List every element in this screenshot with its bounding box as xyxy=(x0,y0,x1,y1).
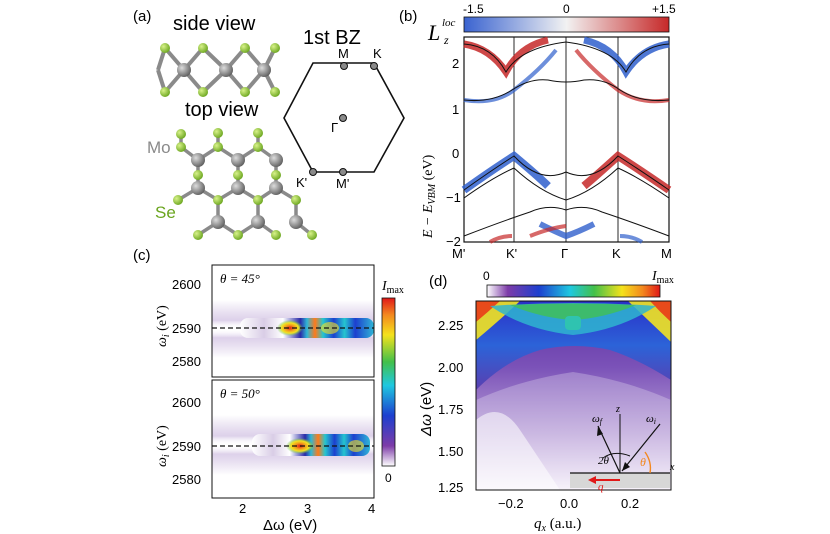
inset-omega-i: ωi xyxy=(646,413,656,426)
svg-text:−2: −2 xyxy=(446,234,461,249)
svg-text:K': K' xyxy=(506,246,517,261)
svg-text:−0.2: −0.2 xyxy=(498,496,524,511)
panel-a-label: (a) xyxy=(133,8,151,25)
svg-text:2.00: 2.00 xyxy=(438,360,463,375)
map-c-ylabel-top: ωi (eV) xyxy=(155,305,172,347)
map-50 xyxy=(211,379,375,499)
band-y-ticks: 2 1 0 −1 −2 xyxy=(446,56,461,249)
band-plot xyxy=(461,36,672,244)
inset-theta: θ xyxy=(640,455,646,469)
svg-text:1.50: 1.50 xyxy=(438,444,463,459)
scattering-inset xyxy=(570,414,670,488)
bz-label-m: M xyxy=(338,46,349,61)
inset-z-axis: z xyxy=(615,404,620,415)
lz-sup: loc xyxy=(442,17,456,29)
mo-label: Mo xyxy=(147,138,171,157)
inset-q: q xyxy=(598,481,604,493)
theta-45-label: θ = 45° xyxy=(220,271,260,286)
panel-b-label: (b) xyxy=(399,8,417,25)
se-label: Se xyxy=(155,203,176,222)
map-d-ylabel: Δω (eV) xyxy=(418,382,435,437)
svg-text:2600: 2600 xyxy=(172,395,201,410)
side-view-title: side view xyxy=(173,13,256,35)
map-c-colorbar-min: 0 xyxy=(385,471,392,485)
map-d-colorbar-max: Imax xyxy=(651,269,674,286)
svg-text:0: 0 xyxy=(452,146,459,161)
map-d-colorbar xyxy=(486,284,661,298)
map-c-colorbar-max: Imax xyxy=(381,279,404,296)
svg-text:M: M xyxy=(661,246,672,261)
map-c-xlabel: Δω (eV) xyxy=(263,517,317,534)
map-d-colorbar-min: 0 xyxy=(483,269,490,283)
svg-text:1: 1 xyxy=(452,102,459,117)
map-d-x-ticks: −0.2 0.0 0.2 xyxy=(498,496,639,511)
map-c-x-ticks: 2 3 4 xyxy=(239,501,375,516)
top-view-atoms xyxy=(173,128,317,240)
svg-text:−1: −1 xyxy=(446,190,461,205)
svg-text:Γ: Γ xyxy=(561,246,568,261)
bz-label-kprime: K' xyxy=(296,175,307,190)
svg-text:1.25: 1.25 xyxy=(438,480,463,495)
bz-label-gamma: Γ xyxy=(331,120,338,135)
svg-text:1.75: 1.75 xyxy=(438,402,463,417)
top-view-title: top view xyxy=(185,99,259,121)
theta-50-label: θ = 50° xyxy=(220,386,260,401)
map-c-ylabel-bottom: ωi (eV) xyxy=(155,425,172,467)
lz-symbol: L xyxy=(427,20,440,45)
svg-text:2: 2 xyxy=(239,501,246,516)
lz-colorbar xyxy=(463,16,670,33)
svg-text:2: 2 xyxy=(452,56,459,71)
inset-x-axis: x xyxy=(669,462,675,473)
bz-title: 1st BZ xyxy=(303,27,361,49)
map-d-xlabel: qx (a.u.) xyxy=(534,516,581,534)
svg-text:0.0: 0.0 xyxy=(560,496,578,511)
map-d xyxy=(475,300,672,491)
panel-d-label: (d) xyxy=(429,273,447,290)
svg-text:4: 4 xyxy=(368,501,375,516)
map-c-colorbar xyxy=(381,297,396,467)
svg-text:2580: 2580 xyxy=(172,472,201,487)
lz-sub: z xyxy=(443,33,449,47)
lz-colorbar-min: -1.5 xyxy=(463,2,484,16)
side-view-atoms xyxy=(160,43,280,97)
svg-text:3: 3 xyxy=(304,501,311,516)
panel-c-label: (c) xyxy=(133,247,151,264)
map-d-y-ticks: 2.25 2.00 1.75 1.50 1.25 xyxy=(438,318,463,495)
band-ylabel: E − EVBM (eV) xyxy=(421,154,438,239)
svg-text:2600: 2600 xyxy=(172,277,201,292)
svg-text:K: K xyxy=(612,246,621,261)
lz-colorbar-mid: 0 xyxy=(563,2,570,16)
map-45 xyxy=(211,264,375,378)
inset-omega-f: ωf xyxy=(592,413,604,426)
svg-text:2.25: 2.25 xyxy=(438,318,463,333)
svg-text:2590: 2590 xyxy=(172,321,201,336)
svg-text:M': M' xyxy=(452,246,465,261)
lz-colorbar-max: +1.5 xyxy=(652,2,676,16)
inset-two-theta: 2θ xyxy=(598,455,610,467)
band-x-ticks: M' K' Γ K M xyxy=(452,246,672,261)
svg-text:2580: 2580 xyxy=(172,354,201,369)
svg-text:0.2: 0.2 xyxy=(621,496,639,511)
svg-text:2590: 2590 xyxy=(172,439,201,454)
bz-label-mprime: M' xyxy=(336,176,349,191)
bz-label-k: K xyxy=(373,46,382,61)
bz-points xyxy=(309,62,378,176)
map-c-y-ticks: 2600 2590 2580 2600 2590 2580 xyxy=(172,277,201,487)
